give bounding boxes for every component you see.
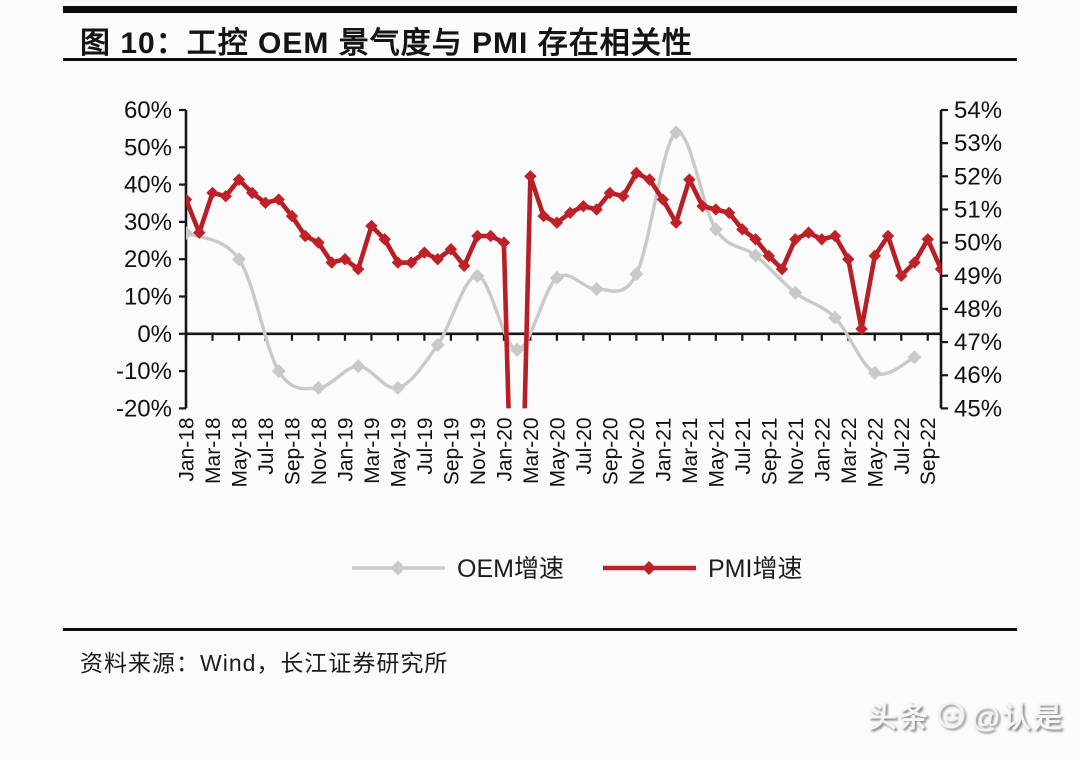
legend: OEM增速 PMI增速 (352, 555, 802, 583)
svg-text:45%: 45% (954, 395, 1002, 422)
legend-item-oem: OEM增速 (352, 555, 564, 583)
svg-text:Nov-19: Nov-19 (467, 417, 490, 485)
svg-text:-20%: -20% (116, 395, 172, 422)
svg-text:Mar-18: Mar-18 (202, 417, 225, 484)
svg-text:Jan-20: Jan-20 (493, 417, 516, 481)
svg-text:52%: 52% (954, 163, 1002, 190)
watermark-text-left: 头条 (867, 702, 930, 734)
page-title: 图 10：工控 OEM 景气度与 PMI 存在相关性 (80, 27, 693, 60)
svg-text:Nov-21: Nov-21 (785, 417, 808, 485)
svg-text:Nov-20: Nov-20 (626, 417, 649, 485)
svg-text:Jan-21: Jan-21 (652, 417, 675, 481)
title-underline (63, 58, 1017, 61)
svg-text:Mar-22: Mar-22 (838, 417, 861, 484)
legend-item-pmi: PMI增速 (603, 555, 802, 583)
svg-text:10%: 10% (124, 284, 172, 311)
svg-text:Nov-18: Nov-18 (308, 417, 331, 485)
svg-text:Jan-22: Jan-22 (811, 417, 834, 481)
svg-text:May-22: May-22 (864, 417, 887, 487)
svg-text:Mar-21: Mar-21 (679, 417, 702, 484)
svg-text:60%: 60% (124, 97, 172, 124)
svg-text:Jul-21: Jul-21 (732, 417, 755, 474)
svg-text:May-18: May-18 (228, 417, 251, 487)
watermark: 头条 @认是 (868, 694, 1064, 736)
svg-text:Mar-20: Mar-20 (520, 417, 543, 484)
svg-text:Sep-18: Sep-18 (281, 417, 304, 485)
svg-text:Jul-19: Jul-19 (414, 417, 437, 474)
series-pmi (186, 166, 941, 409)
svg-text:50%: 50% (954, 230, 1002, 257)
footer-divider (63, 628, 1017, 631)
svg-text:May-19: May-19 (387, 417, 410, 487)
toutiao-face-icon (936, 700, 966, 730)
svg-text:30%: 30% (124, 209, 172, 236)
series-oem (186, 125, 922, 395)
svg-text:Jul-20: Jul-20 (573, 417, 596, 474)
svg-text:50%: 50% (124, 134, 172, 161)
svg-text:Jul-18: Jul-18 (255, 417, 278, 474)
svg-text:48%: 48% (954, 296, 1002, 323)
svg-text:May-21: May-21 (705, 417, 728, 487)
watermark-text-right: @认是 (971, 702, 1064, 734)
svg-text:Jan-18: Jan-18 (176, 417, 199, 481)
svg-text:May-20: May-20 (546, 417, 569, 487)
svg-text:46%: 46% (954, 362, 1002, 389)
left-axis-labels: 60% 50% 40% 30% 20% 10% 0% -10% -20% (116, 97, 172, 422)
svg-text:51%: 51% (954, 196, 1002, 223)
svg-text:OEM增速: OEM增速 (457, 555, 564, 583)
svg-text:Jan-19: Jan-19 (334, 417, 357, 481)
svg-text:Sep-22: Sep-22 (917, 417, 940, 485)
svg-text:0%: 0% (137, 321, 172, 348)
x-axis-labels: Jan-18 Mar-18 May-18 Jul-18 Sep-18 Nov-18 Jan-… (176, 417, 941, 487)
svg-text:20%: 20% (124, 246, 172, 273)
svg-text:PMI增速: PMI增速 (708, 555, 802, 583)
svg-text:47%: 47% (954, 329, 1002, 356)
svg-text:53%: 53% (954, 130, 1002, 157)
chart-svg: 60% 50% 40% 30% 20% 10% 0% -10% -20% 54% 53% 52% 51%… (116, 97, 1002, 583)
chart-area: 60% 50% 40% 30% 20% 10% 0% -10% -20% 54% 53% 52% 51%… (0, 70, 1080, 620)
title-top-bar (63, 6, 1017, 13)
svg-text:54%: 54% (954, 97, 1002, 124)
svg-text:Jul-22: Jul-22 (891, 417, 914, 474)
right-axis-labels: 54% 53% 52% 51% 50% 49% 48% 47% 46% 45% (954, 97, 1002, 422)
axes (179, 108, 948, 410)
svg-text:Sep-20: Sep-20 (599, 417, 622, 485)
svg-text:Sep-21: Sep-21 (758, 417, 781, 485)
svg-text:-10%: -10% (116, 358, 172, 385)
svg-text:40%: 40% (124, 172, 172, 199)
source-text: 资料来源：Wind，长江证券研究所 (80, 650, 449, 676)
svg-text:49%: 49% (954, 263, 1002, 290)
svg-text:Mar-19: Mar-19 (361, 417, 384, 484)
svg-text:Sep-19: Sep-19 (440, 417, 463, 485)
